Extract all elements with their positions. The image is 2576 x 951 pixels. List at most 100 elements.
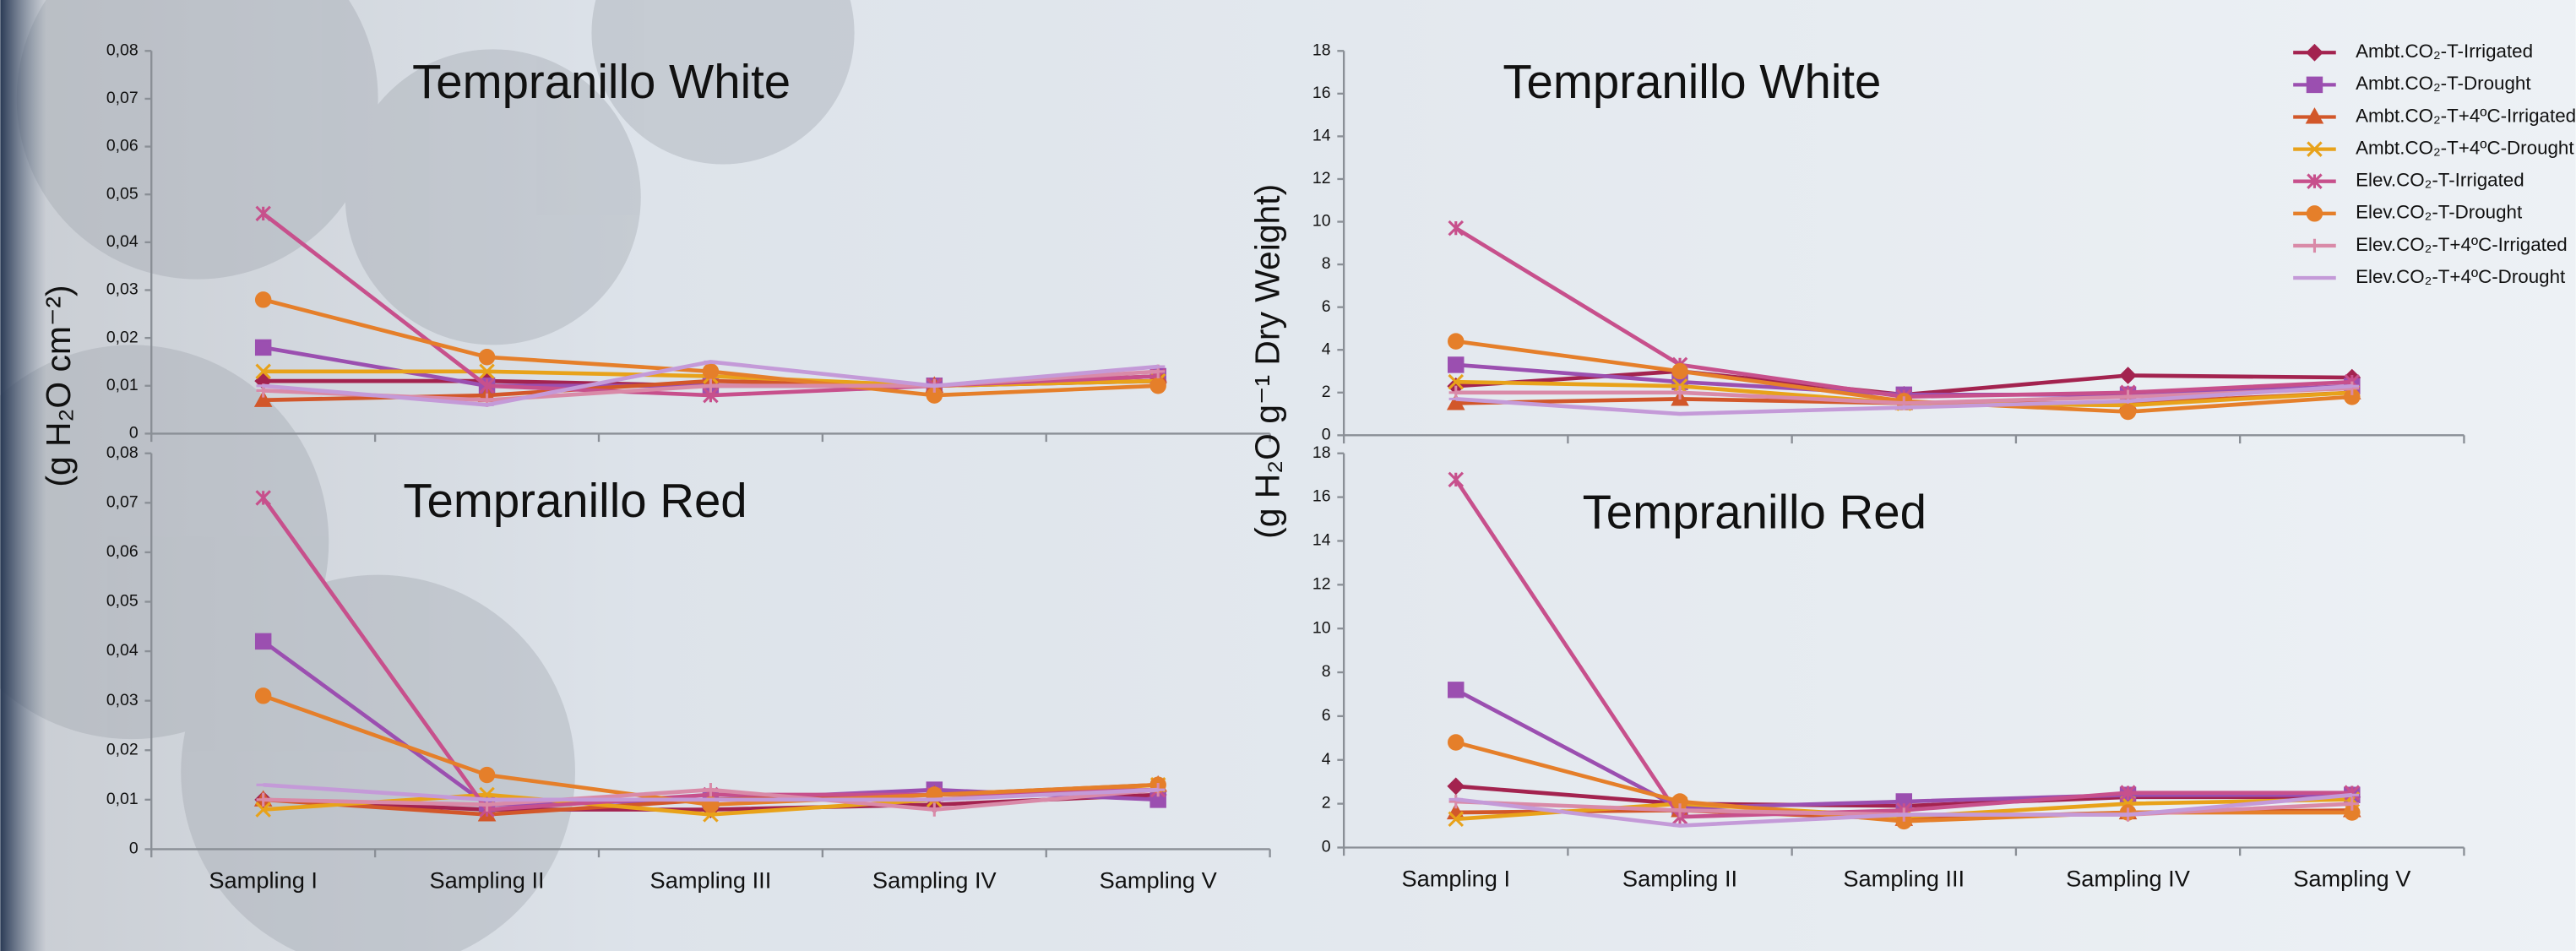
y-tick-label: 16 — [1312, 487, 1331, 506]
legend-label: Ambt.CO₂-T+4ºC-Irrigated — [2356, 105, 2576, 126]
y-tick-label: 0,07 — [106, 89, 139, 107]
legend-label: Elev.CO₂-T+4ºC-Drought — [2356, 266, 2566, 287]
data-point — [255, 802, 271, 818]
data-point — [1448, 682, 1465, 698]
x-tick-label: Sampling V — [1100, 867, 1218, 894]
y-tick-label: 0 — [129, 840, 139, 858]
y-tick-label: 0,01 — [106, 790, 139, 808]
data-point — [1671, 362, 1688, 380]
x-tick-label: Sampling I — [209, 867, 318, 894]
data-point — [702, 363, 720, 380]
data-point — [1448, 385, 1463, 399]
legend-label: Elev.CO₂-T-Irrigated — [2356, 170, 2524, 191]
data-point — [479, 363, 495, 380]
x-tick-label: Sampling IV — [872, 867, 997, 894]
data-point — [704, 782, 718, 797]
chart-title: Tempranillo Red — [1583, 486, 1927, 539]
chart-title: Tempranillo White — [1503, 55, 1881, 108]
data-point — [2119, 367, 2137, 384]
legend-label: Elev.CO₂-T+4ºC-Irrigated — [2356, 234, 2568, 255]
x-tick-label: Sampling IV — [2066, 866, 2191, 892]
x-tick-label: Sampling V — [2293, 866, 2411, 892]
y-tick-label: 14 — [1312, 531, 1331, 550]
y-tick-label: 0,08 — [106, 41, 139, 59]
legend-marker — [2306, 76, 2323, 94]
y-tick-label: 0,05 — [106, 592, 139, 611]
y-tick-label: 0,05 — [106, 184, 139, 203]
y-tick-label: 8 — [1322, 254, 1331, 273]
data-point — [255, 490, 271, 506]
y-tick-label: 10 — [1312, 618, 1331, 637]
y-tick-label: 0,04 — [106, 641, 139, 660]
legend-marker — [2306, 205, 2323, 222]
legend-marker — [2307, 238, 2322, 253]
data-point — [2119, 403, 2137, 421]
data-point — [2120, 785, 2136, 801]
data-point — [1448, 220, 1465, 236]
chart-title: Tempranillo White — [412, 55, 791, 108]
y-tick-label: 6 — [1322, 706, 1331, 725]
y-tick-label: 0,03 — [106, 691, 139, 709]
legend-marker — [2306, 43, 2323, 62]
data-point — [1447, 777, 1465, 796]
x-tick-label: Sampling I — [1401, 866, 1510, 892]
y-tick-label: 0,06 — [106, 542, 139, 561]
y-axis-label: (g H₂O g⁻¹ Dry Weight) — [1247, 184, 1286, 539]
y-tick-label: 0,06 — [106, 137, 139, 155]
data-point — [255, 205, 271, 222]
y-tick-label: 4 — [1322, 750, 1331, 769]
data-point — [253, 390, 273, 407]
data-point — [478, 766, 496, 784]
legend-label: Ambt.CO₂-T-Irrigated — [2356, 41, 2533, 62]
data-point — [1672, 385, 1687, 399]
data-point — [1448, 333, 1465, 350]
data-point — [2345, 796, 2359, 811]
data-point — [1448, 471, 1465, 488]
data-point — [254, 687, 272, 704]
legend-marker — [2307, 141, 2323, 157]
y-tick-label: 2 — [1322, 383, 1331, 401]
data-point — [1448, 734, 1465, 751]
y-tick-label: 18 — [1312, 41, 1331, 59]
y-tick-label: 0,07 — [106, 492, 139, 511]
x-tick-label: Sampling II — [429, 867, 544, 894]
data-point — [256, 792, 270, 807]
y-tick-label: 2 — [1322, 794, 1331, 812]
y-tick-label: 0 — [1322, 838, 1331, 856]
legend-label: Ambt.CO₂-T+4ºC-Drought — [2356, 137, 2574, 158]
y-tick-label: 16 — [1312, 84, 1331, 102]
left-edge — [0, 0, 46, 951]
y-tick-label: 12 — [1312, 169, 1331, 187]
data-point — [1448, 356, 1465, 373]
data-point — [1448, 811, 1465, 828]
y-tick-label: 0 — [1322, 425, 1331, 443]
data-point — [254, 339, 272, 356]
y-tick-label: 4 — [1322, 340, 1331, 358]
y-tick-label: 0,04 — [106, 232, 139, 251]
data-point — [927, 802, 942, 817]
y-tick-label: 14 — [1312, 127, 1331, 145]
y-tick-label: 0,02 — [106, 328, 139, 346]
data-point — [1448, 373, 1465, 390]
legend-marker — [2307, 173, 2323, 189]
data-point — [704, 378, 718, 393]
chart-title: Tempranillo Red — [403, 474, 747, 527]
data-point — [478, 349, 496, 366]
y-tick-label: 10 — [1312, 212, 1331, 231]
x-tick-label: Sampling II — [1622, 866, 1737, 892]
y-tick-label: 12 — [1312, 574, 1331, 593]
y-tick-label: 0 — [129, 424, 139, 443]
x-tick-label: Sampling III — [650, 867, 772, 894]
y-tick-label: 0,01 — [106, 376, 139, 394]
data-point — [255, 363, 271, 380]
y-tick-label: 0,02 — [106, 740, 139, 758]
data-point — [1672, 803, 1687, 818]
data-point — [254, 633, 272, 650]
y-tick-label: 6 — [1322, 297, 1331, 316]
data-point — [254, 291, 272, 308]
y-tick-label: 0,03 — [106, 280, 139, 299]
data-point — [1149, 378, 1166, 394]
data-point — [479, 378, 495, 394]
